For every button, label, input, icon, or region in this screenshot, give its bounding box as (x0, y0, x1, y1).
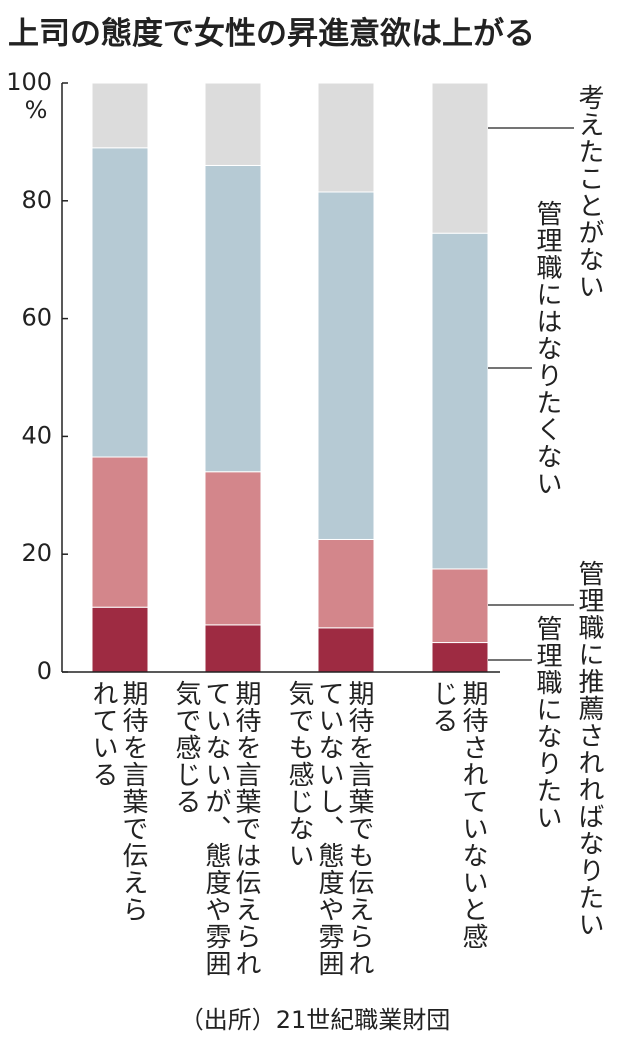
x-tick-label: 期待を言葉でも伝えられていないし、態度や雰囲気でも感じない (284, 680, 374, 977)
bar-segment (431, 232, 489, 570)
source: （出所）21世紀職業財団 (179, 1006, 451, 1034)
bar-segment (317, 538, 375, 629)
y-tick-label: 60 (21, 304, 52, 332)
y-tick-label: 0 (37, 657, 52, 685)
bar-segment (204, 82, 262, 166)
bar-segment (91, 147, 149, 458)
legend-label: 考えたことがない (574, 84, 604, 300)
bar-segment (317, 82, 375, 193)
y-tick-label: 20 (21, 539, 52, 567)
bar-segment (204, 624, 262, 673)
bar-segment (431, 568, 489, 644)
y-unit: % (25, 96, 48, 124)
bar-segment (204, 471, 262, 626)
bar-segment (91, 82, 149, 149)
x-tick-label: 期待されていないと感じる (428, 680, 488, 950)
y-tick-label: 100 (6, 68, 52, 96)
legend-label: 管理職にはなりたくない (532, 200, 562, 497)
bar-segment (431, 82, 489, 234)
bar-segment (317, 191, 375, 540)
x-tick-label: 期待を言葉で伝えられている (88, 680, 148, 923)
y-tick-label: 80 (21, 186, 52, 214)
bar-segment (91, 606, 149, 673)
legend-label: 管理職に推薦されればなりたい (574, 560, 604, 938)
chart-title: 上司の態度で女性の昇進意欲は上がる (8, 16, 535, 52)
bar-segment (204, 164, 262, 473)
bar-segment (317, 627, 375, 673)
x-tick-label: 期待を言葉では伝えられていないが、態度や雰囲気で感じる (171, 680, 261, 977)
bar-segment (431, 642, 489, 673)
bar-segment (91, 456, 149, 608)
y-tick-label: 40 (21, 421, 52, 449)
legend-label: 管理職になりたい (532, 615, 562, 831)
